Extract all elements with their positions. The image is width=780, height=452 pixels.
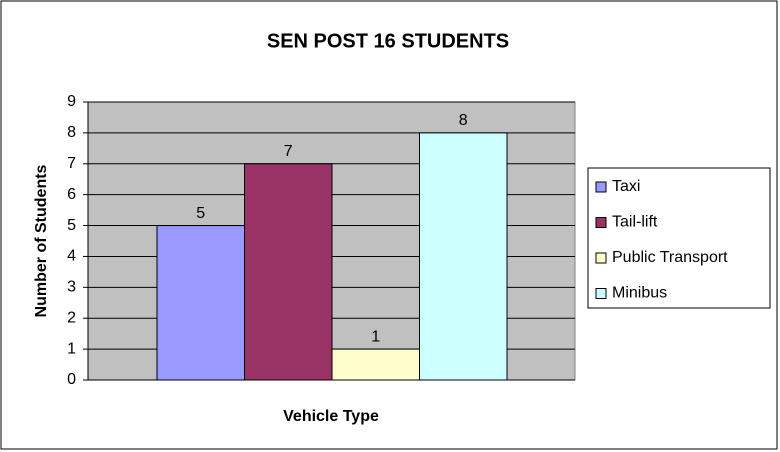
- y-tick-label: 5: [67, 217, 76, 234]
- legend-swatch: [595, 288, 607, 299]
- y-tick-label: 4: [67, 248, 76, 265]
- data-label: 8: [459, 112, 468, 129]
- bar: [244, 163, 333, 381]
- y-tick-label: 8: [67, 124, 76, 141]
- y-tick-label: 9: [67, 93, 76, 110]
- y-tick-label: 1: [67, 340, 76, 357]
- data-label: 5: [196, 205, 205, 222]
- legend-swatch: [595, 181, 607, 193]
- y-tick-label: 6: [67, 186, 76, 203]
- y-tick-label: 7: [67, 155, 76, 172]
- y-tick-label: 2: [67, 309, 76, 326]
- legend-swatch: [595, 217, 607, 228]
- chart-title: SEN POST 16 STUDENTS: [267, 30, 509, 52]
- y-tick-label: 3: [67, 279, 76, 296]
- legend-label: Minibus: [612, 285, 667, 302]
- legend-swatch: [595, 252, 607, 264]
- x-axis-title: Vehicle Type: [283, 408, 379, 425]
- legend-label: Taxi: [612, 178, 640, 195]
- bar: [419, 132, 508, 381]
- legend-label: Tail-lift: [612, 214, 658, 231]
- y-tick-label: 0: [67, 371, 76, 388]
- data-label: 1: [371, 328, 380, 345]
- legend-box: [587, 167, 771, 309]
- bar: [331, 348, 420, 381]
- bar: [156, 225, 245, 381]
- legend-label: Public Transport: [612, 249, 728, 266]
- data-label: 7: [284, 143, 293, 160]
- y-axis-title: Number of Students: [33, 164, 50, 317]
